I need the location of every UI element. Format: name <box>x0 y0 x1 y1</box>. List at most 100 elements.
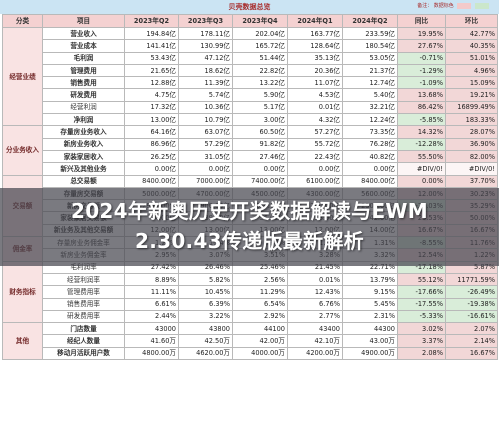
value-cell: 20.36亿 <box>287 63 343 78</box>
yoy-cell: -1.29% <box>397 63 446 78</box>
legend-note-text: 备注： 数据标色 <box>417 3 454 9</box>
table-row: 毛利润 53.43亿 47.12亿 51.44亿 35.13亿 53.05亿 -0.71% 5… <box>3 51 498 65</box>
value-cell: 11.39亿 <box>178 76 233 90</box>
legend-green-swatch <box>475 2 489 9</box>
table-row: 移动月活跃用户数 4800.00万 4620.00万 4000.00万 4200.00万… <box>3 346 498 361</box>
value-cell: 40.82亿 <box>342 149 398 164</box>
value-cell: 6100.00亿 <box>287 174 343 188</box>
yoy-cell: -5.33% <box>397 309 446 324</box>
yoy-cell: -17.66% <box>397 285 446 299</box>
row-label: 总交易额 <box>42 174 125 188</box>
yoy-cell: 19.95% <box>397 26 446 41</box>
value-cell: 42.10万 <box>287 334 343 348</box>
table-row: 销售费用 12.88亿 11.39亿 13.22亿 11.07亿 12.74亿 -1.09%… <box>3 76 498 90</box>
yoy-cell: 86.42% <box>397 100 446 115</box>
value-cell: 6.39% <box>178 297 233 311</box>
value-cell: 63.07亿 <box>178 125 233 139</box>
value-cell: 4.53亿 <box>287 88 343 102</box>
qoq-cell: 2.07% <box>445 322 498 336</box>
value-cell: 47.12亿 <box>178 51 233 65</box>
qoq-cell: 11771.59% <box>445 272 498 287</box>
column-header: 2023年Q2 <box>124 14 179 28</box>
yoy-cell: -1.09% <box>397 76 446 90</box>
row-label: 研发费用率 <box>42 309 125 324</box>
row-label: 新兴及其他业务 <box>42 162 125 176</box>
table-row: 交易额总交易额8400.00亿7000.00亿7400.00亿6100.00亿8… <box>2 174 498 238</box>
value-cell: 44300 <box>342 322 398 336</box>
value-cell: 4.75亿 <box>124 88 179 102</box>
row-label: 营业成本 <box>42 39 125 53</box>
value-cell: 3.22% <box>178 309 233 324</box>
headline-line-1: 2024年新奥历史开奖数据解读与EWM <box>71 199 428 223</box>
header-row: 分类 项目 2023年Q2 2023年Q3 2023年Q4 2024年Q1 2024年Q2 同… <box>2 14 498 28</box>
yoy-cell: 0.00% <box>397 174 446 188</box>
qoq-cell: 36.90% <box>445 137 498 151</box>
value-cell: 42.00万 <box>232 334 288 348</box>
value-cell: 57.27亿 <box>287 125 343 139</box>
value-cell: 12.43% <box>287 285 343 299</box>
value-cell: 43800 <box>178 322 233 336</box>
row-label: 毛利润 <box>42 51 125 65</box>
value-cell: 6.61% <box>124 297 179 311</box>
value-cell: 22.82亿 <box>232 63 288 78</box>
value-cell: 5.90亿 <box>232 88 288 102</box>
qoq-cell: 19.21% <box>445 88 498 102</box>
value-cell: 0.00亿 <box>287 162 343 176</box>
value-cell: 53.43亿 <box>124 51 179 65</box>
table-row: 新房业务收入 86.96亿 57.29亿 91.82亿 55.72亿 76.28亿 -12.… <box>3 137 498 151</box>
value-cell: 10.45% <box>178 285 233 299</box>
value-cell: 91.82亿 <box>232 137 288 151</box>
value-cell: 233.59亿 <box>342 26 398 41</box>
row-label: 新房业务收入 <box>42 137 125 151</box>
table-row: 销售费用率 6.61% 6.39% 6.54% 6.76% 5.45% -17.55% -19… <box>3 297 498 311</box>
table-row: 研发费用 4.75亿 5.74亿 5.90亿 4.53亿 5.40亿 13.68% 19.21… <box>3 88 498 102</box>
table-row: 其他 门店数量 43000 43800 44100 43400 44300 3.02% 2.07… <box>2 322 498 361</box>
value-cell: 13.79% <box>342 272 398 287</box>
value-cell: 0.01亿 <box>287 100 343 115</box>
qoq-cell: -16.61% <box>445 309 498 324</box>
section-label: 其他 <box>2 322 43 361</box>
value-cell: 8400.00亿 <box>124 174 179 188</box>
value-cell: 11.11% <box>124 285 179 299</box>
row-label: 移动月活跃用户数 <box>42 346 125 361</box>
value-cell: 5.17亿 <box>232 100 288 115</box>
table-row: 营业成本 141.41亿 130.99亿 165.72亿 128.64亿 180.54亿 2… <box>3 39 498 53</box>
value-cell: 18.62亿 <box>178 63 233 78</box>
value-cell: 5.40亿 <box>342 88 398 102</box>
value-cell: 6.76% <box>287 297 343 311</box>
value-cell: 0.00亿 <box>124 162 179 176</box>
qoq-cell: 37.70% <box>445 174 498 188</box>
value-cell: 2.56% <box>232 272 288 287</box>
value-cell: 0.01% <box>287 272 343 287</box>
yoy-cell: 3.37% <box>397 334 446 348</box>
qoq-cell: -26.49% <box>445 285 498 299</box>
headline: 2024年新奥历史开奖数据解读与EWM 2.30.43传递版最新解析 <box>0 196 499 256</box>
column-header: 分类 <box>2 14 43 28</box>
value-cell: 86.96亿 <box>124 137 179 151</box>
value-cell: 4900.00万 <box>342 346 398 361</box>
qoq-cell: 28.07% <box>445 125 498 139</box>
value-cell: 0.00亿 <box>342 162 398 176</box>
value-cell: 165.72亿 <box>232 39 288 53</box>
qoq-cell: 16.67% <box>445 346 498 361</box>
value-cell: 12.88亿 <box>124 76 179 90</box>
row-label: 销售费用率 <box>42 297 125 311</box>
value-cell: 180.54亿 <box>342 39 398 53</box>
value-cell: 13.22亿 <box>232 76 288 90</box>
row-label: 销售费用 <box>42 76 125 90</box>
value-cell: 5.82% <box>178 272 233 287</box>
value-cell: 141.41亿 <box>124 39 179 53</box>
yoy-cell: 55.50% <box>397 149 446 164</box>
qoq-cell: 4.96% <box>445 63 498 78</box>
value-cell: 35.13亿 <box>287 51 343 65</box>
qoq-cell: 16899.49% <box>445 100 498 115</box>
value-cell: 12.24亿 <box>342 113 398 127</box>
table-row: 净利润 13.00亿 10.79亿 3.00亿 4.32亿 12.24亿 -5.85% 183… <box>3 113 498 127</box>
value-cell: 41.60万 <box>124 334 179 348</box>
value-cell: 4800.00万 <box>124 346 179 361</box>
value-cell: 60.50亿 <box>232 125 288 139</box>
row-label: 存量房业务收入 <box>42 125 125 139</box>
value-cell: 43400 <box>287 322 343 336</box>
qoq-cell: #DIV/0! <box>445 162 498 176</box>
